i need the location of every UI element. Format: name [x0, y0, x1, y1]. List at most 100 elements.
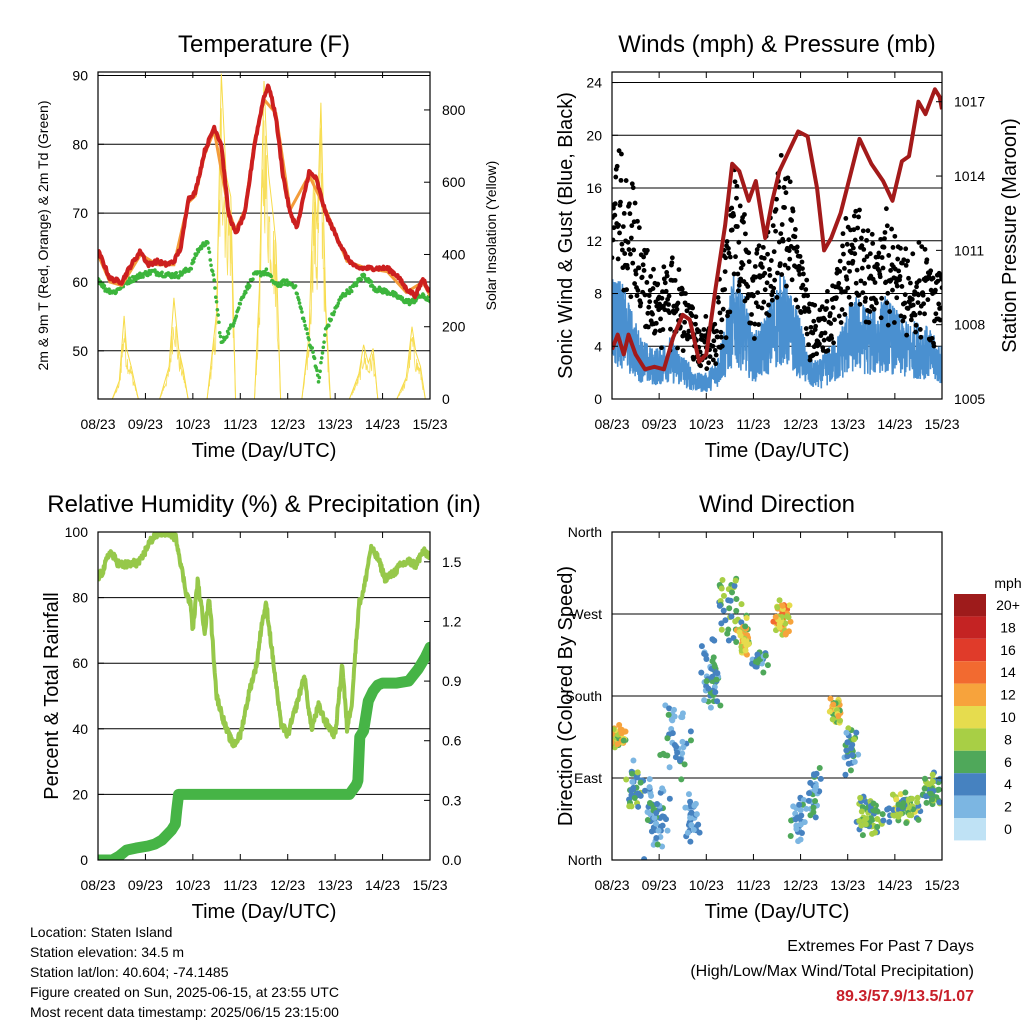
direction-point [743, 642, 750, 649]
colorbar-swatch [954, 616, 986, 639]
x-axis-label: Time (Day/UTC) [192, 440, 337, 462]
x-tick-label: 08/23 [80, 416, 115, 432]
direction-point [651, 814, 658, 821]
gust-point [675, 300, 681, 306]
gust-point [713, 352, 719, 358]
direction-point [644, 816, 651, 823]
x-tick-label: 08/23 [594, 877, 629, 893]
direction-point [923, 793, 930, 800]
gust-point [664, 270, 670, 275]
x-tick-label: 11/23 [736, 416, 770, 432]
gust-point [614, 163, 620, 169]
gust-point [858, 278, 864, 284]
direction-point [678, 776, 685, 783]
direction-point [845, 760, 852, 767]
direction-point [788, 817, 795, 824]
y-tick-label-right: 0.6 [442, 733, 462, 749]
dewpoint-point [301, 316, 306, 321]
colorbar-swatch [954, 773, 986, 796]
direction-point [620, 737, 627, 744]
x-tick-label: 14/23 [365, 877, 400, 893]
direction-point [915, 816, 922, 823]
direction-point [856, 818, 863, 825]
direction-point [851, 736, 858, 743]
gust-point [672, 277, 678, 283]
direction-point [646, 799, 653, 806]
direction-point [684, 829, 691, 836]
direction-point [906, 812, 913, 819]
direction-point [635, 803, 642, 810]
direction-point [733, 596, 740, 603]
y-tick-label: 20 [586, 127, 602, 143]
gust-point [745, 284, 751, 289]
gust-point [804, 277, 810, 283]
y-tick-label-right: 1014 [954, 168, 985, 184]
dewpoint-point [174, 271, 179, 275]
gust-point [899, 284, 905, 289]
dewpoint-point [213, 295, 218, 300]
direction-point [774, 604, 781, 611]
gust-point [925, 297, 931, 303]
gust-point [865, 228, 871, 234]
dewpoint-point [264, 267, 269, 272]
gust-point [859, 243, 865, 249]
dewpoint-point [285, 278, 289, 282]
gust-point [878, 315, 884, 321]
gust-point [808, 324, 814, 330]
x-tick-label: 15/23 [924, 877, 959, 893]
gust-point [726, 250, 732, 256]
info-created: Figure created on Sun, 2025-06-15, at 23… [30, 984, 339, 1000]
direction-point [826, 708, 833, 715]
gust-point [895, 256, 901, 262]
gust-point [712, 348, 718, 353]
direction-point [790, 803, 797, 810]
direction-point [869, 816, 876, 823]
gust-point [857, 301, 863, 307]
direction-point [921, 785, 928, 792]
gust-point [612, 237, 616, 243]
gust-point [640, 262, 646, 268]
gust-point [616, 222, 621, 228]
gust-point [789, 277, 795, 283]
direction-point [719, 577, 726, 584]
direction-point [679, 710, 686, 717]
gust-point [631, 247, 637, 253]
info-elevation: Station elevation: 34.5 m [30, 944, 185, 960]
gust-point [864, 254, 870, 259]
y-tick-label-right: 200 [442, 319, 466, 335]
direction-point [902, 789, 909, 796]
gust-point [690, 305, 696, 311]
x-tick-label: 10/23 [175, 416, 210, 432]
gust-point [780, 238, 786, 244]
y-tick-label: 8 [594, 286, 602, 302]
gust-point [790, 208, 796, 214]
direction-point [664, 752, 671, 759]
gust-point [817, 341, 822, 347]
y-tick-label: 80 [72, 136, 88, 152]
gust-point [667, 310, 672, 316]
gust-point [797, 272, 803, 277]
gust-point [679, 286, 685, 292]
plot-frame [97, 71, 431, 400]
direction-point [812, 798, 819, 805]
info-latlon: Station lat/lon: 40.604; -74.1485 [30, 964, 229, 980]
direction-point [842, 771, 849, 778]
y-tick-label-right: 600 [442, 174, 466, 190]
gust-point [635, 287, 641, 293]
x-tick-label: 11/23 [223, 877, 257, 893]
direction-point [731, 582, 738, 589]
gust-point [878, 236, 884, 242]
direction-point [634, 769, 641, 776]
gust-point [629, 223, 635, 229]
x-tick-label: 11/23 [223, 416, 257, 432]
gust-point [903, 263, 909, 268]
direction-point [679, 750, 686, 757]
direction-point [733, 638, 740, 645]
direction-point [729, 589, 736, 596]
y-tick-label-right: 1.2 [442, 613, 462, 629]
gust-point [860, 228, 866, 234]
gust-point [612, 212, 618, 218]
gust-point [869, 231, 875, 237]
direction-point [776, 621, 783, 628]
y-tick-label-right: 0 [442, 391, 450, 407]
